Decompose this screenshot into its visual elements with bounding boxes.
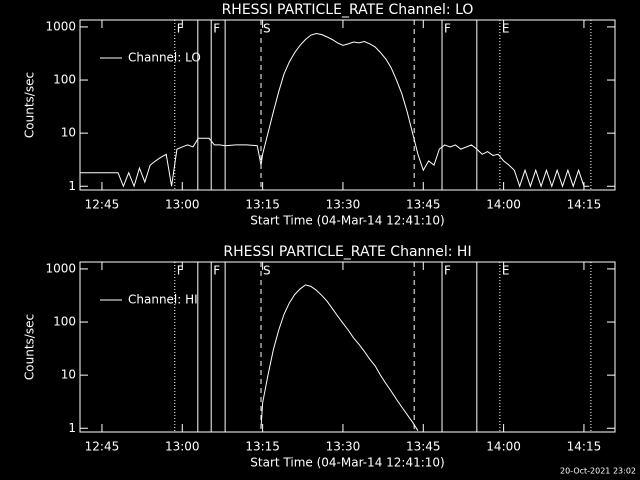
x-tick-label: 13:30 bbox=[326, 440, 361, 454]
event-label: F bbox=[177, 264, 184, 278]
event-label: S bbox=[263, 264, 271, 278]
y-tick-label: 10 bbox=[61, 126, 76, 140]
y-tick-label: 1 bbox=[68, 421, 76, 435]
y-axis-label: Counts/sec bbox=[23, 314, 37, 380]
x-tick-label: 13:00 bbox=[165, 198, 200, 212]
plot-frame bbox=[79, 19, 616, 191]
event-label: F bbox=[177, 22, 184, 36]
chart-title: RHESSI PARTICLE_RATE Channel: LO bbox=[222, 2, 474, 18]
data-line bbox=[80, 33, 590, 188]
event-label: E bbox=[502, 22, 510, 36]
event-label: F bbox=[444, 264, 451, 278]
x-tick-label: 13:45 bbox=[406, 198, 441, 212]
x-axis-label: Start Time (04-Mar-14 12:41:10) bbox=[250, 214, 444, 228]
x-tick-label: 14:15 bbox=[567, 198, 602, 212]
plot-frame bbox=[79, 261, 616, 433]
event-label: F bbox=[213, 264, 220, 278]
x-axis-label: Start Time (04-Mar-14 12:41:10) bbox=[250, 456, 444, 470]
event-label: E bbox=[502, 264, 510, 278]
y-tick-label: 100 bbox=[53, 73, 76, 87]
y-tick-label: 1000 bbox=[45, 19, 76, 33]
x-tick-label: 13:00 bbox=[165, 440, 200, 454]
legend-label: Channel: LO bbox=[128, 51, 201, 65]
y-tick-label: 1000 bbox=[45, 261, 76, 275]
x-tick-label: 14:15 bbox=[567, 440, 602, 454]
y-tick-label: 100 bbox=[53, 315, 76, 329]
footer: 20-Oct-2021 23:02 bbox=[560, 467, 636, 476]
x-tick-label: 13:30 bbox=[326, 198, 361, 212]
x-tick-label: 13:15 bbox=[245, 198, 280, 212]
legend-label: Channel: HI bbox=[128, 293, 198, 307]
event-label: S bbox=[263, 22, 271, 36]
x-tick-label: 14:00 bbox=[486, 440, 521, 454]
x-tick-label: 12:45 bbox=[85, 440, 120, 454]
chart-title: RHESSI PARTICLE_RATE Channel: HI bbox=[223, 244, 471, 260]
x-tick-label: 14:00 bbox=[486, 198, 521, 212]
x-tick-label: 12:45 bbox=[85, 198, 120, 212]
event-label: F bbox=[444, 22, 451, 36]
x-tick-label: 13:15 bbox=[245, 440, 280, 454]
event-label: F bbox=[213, 22, 220, 36]
y-tick-label: 1 bbox=[68, 179, 76, 193]
y-tick-label: 10 bbox=[61, 368, 76, 382]
data-line bbox=[260, 284, 419, 431]
x-tick-label: 13:45 bbox=[406, 440, 441, 454]
y-axis-label: Counts/sec bbox=[23, 72, 37, 138]
